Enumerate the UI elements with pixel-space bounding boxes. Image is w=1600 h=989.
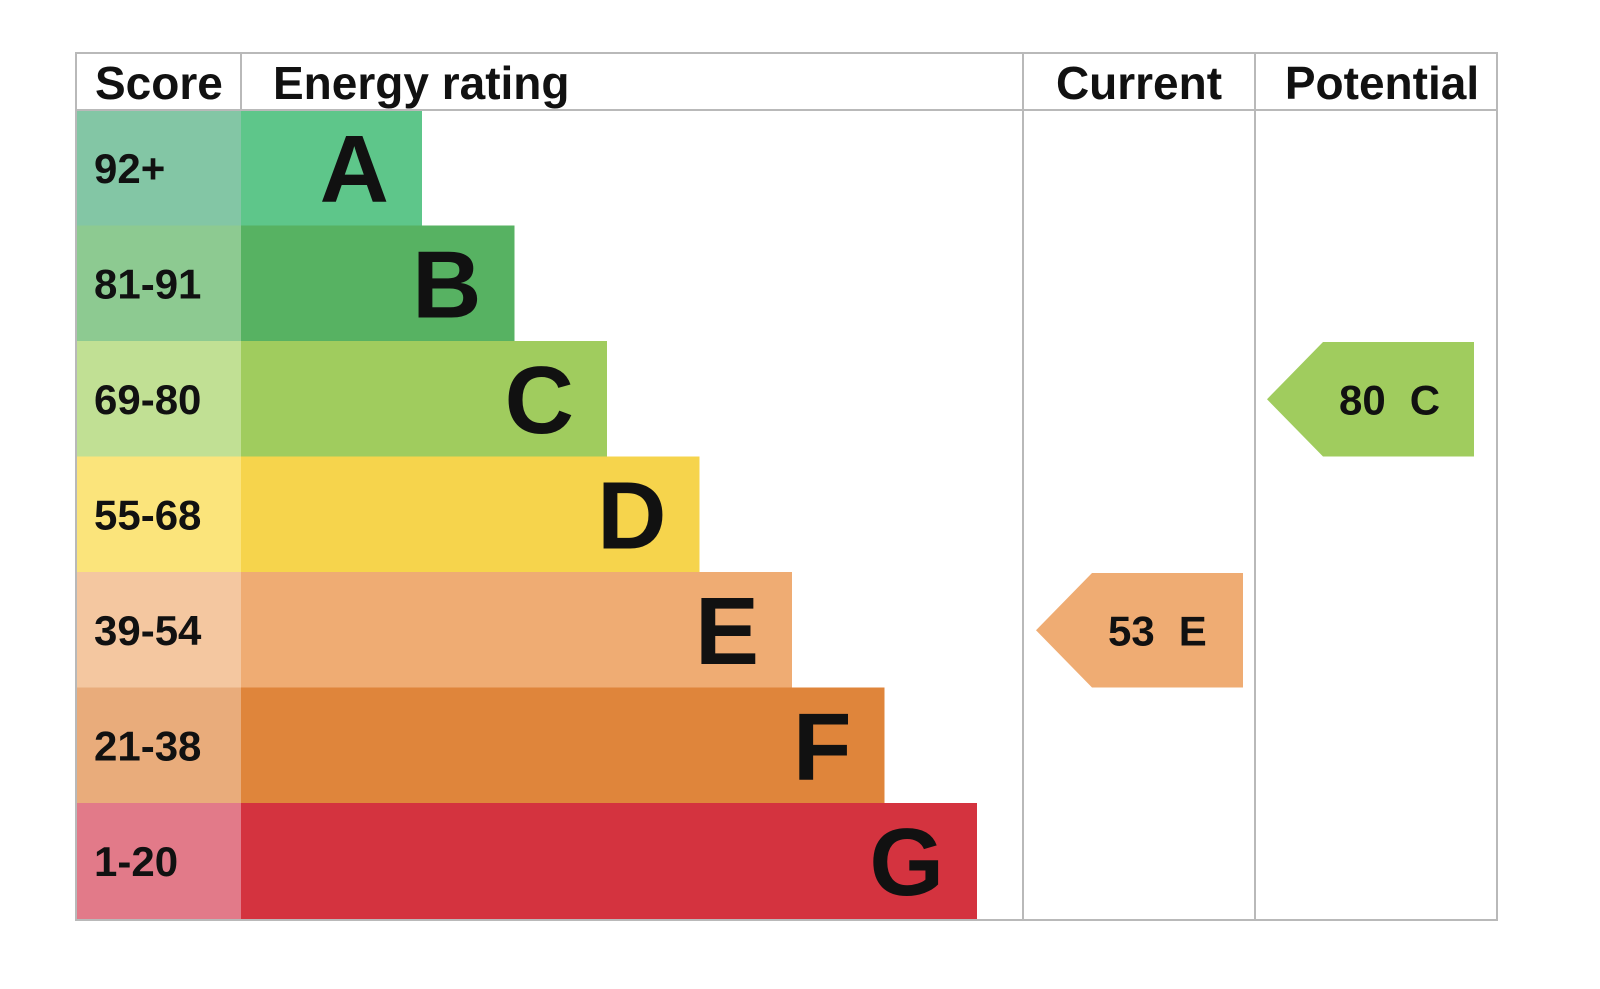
rating-bar-c [241,341,607,457]
rating-bar-f [241,687,885,804]
rating-letter-d: D [597,462,666,569]
bands-layer: 92+ A 81-91 B 69-80 C 55-68 D 39-54 E 21-38 F 1-20 G [76,110,977,919]
score-cell-b [76,225,241,342]
score-range-f: 21-38 [94,722,201,769]
chart-border [75,52,1498,921]
potential-rating-label: 80 C [1339,376,1440,423]
header-current: Current [1056,57,1222,109]
score-range-g: 1-20 [94,838,178,885]
score-cell-d [76,456,241,573]
rating-bar-e [241,572,792,688]
score-cell-a [76,110,241,226]
score-cell-c [76,341,241,457]
current-arrow [1036,573,1243,688]
header-energy-rating: Energy rating [273,57,570,109]
potential-rating-band: C [1410,376,1440,423]
score-cell-g [76,803,241,919]
score-range-b: 81-91 [94,260,201,307]
headers-layer: Score Energy rating Current Potential [95,57,1479,109]
rating-bar-g [241,803,977,919]
score-range-d: 55-68 [94,491,201,538]
score-range-a: 92+ [94,145,165,192]
rating-letter-e: E [695,578,759,685]
header-score: Score [95,57,223,109]
rating-bar-a [241,110,422,226]
potential-arrow [1267,342,1474,457]
score-range-c: 69-80 [94,376,201,423]
current-rating-label: 53 E [1108,607,1207,654]
potential-rating-value: 80 [1339,376,1386,423]
rating-bar-b [241,225,515,342]
rating-letter-g: G [869,809,944,916]
header-potential: Potential [1285,57,1479,109]
rating-letter-a: A [320,116,389,223]
score-cell-e [76,572,241,688]
current-rating-band: E [1179,607,1207,654]
score-cell-f [76,687,241,804]
rating-bar-d [241,456,700,573]
rating-letter-c: C [505,347,574,454]
current-rating-value: 53 [1108,607,1155,654]
rating-letter-b: B [412,231,481,338]
rating-letter-f: F [793,693,852,800]
score-range-e: 39-54 [94,607,202,654]
grid-layer [75,52,1498,921]
arrows-layer: 53 E 80 C [1036,342,1474,688]
